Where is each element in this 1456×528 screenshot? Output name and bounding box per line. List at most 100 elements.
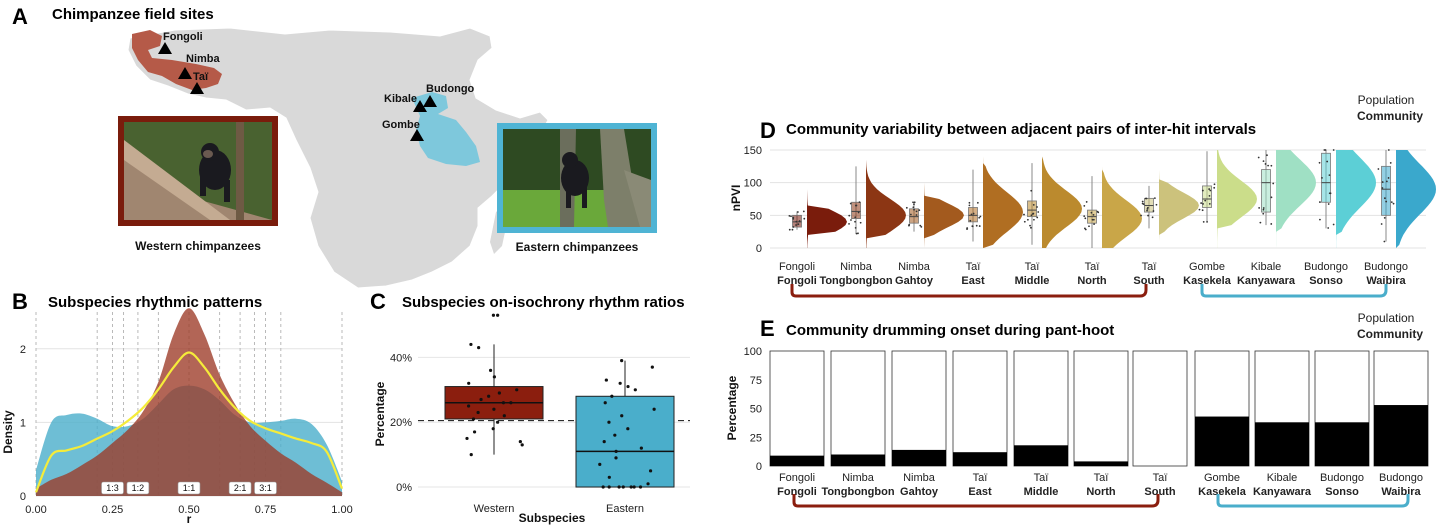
panel-d-point bbox=[1155, 203, 1158, 206]
panel-d-point bbox=[913, 203, 915, 206]
panel-d-point bbox=[1026, 218, 1029, 221]
panel-d-point bbox=[1141, 200, 1144, 203]
site-label-kibale: Kibale bbox=[384, 93, 417, 105]
panel-c-point bbox=[496, 420, 500, 424]
panel-c-point bbox=[603, 401, 607, 405]
panel-d-point bbox=[854, 226, 857, 229]
panel-c-point bbox=[614, 456, 618, 460]
panel-d-cloud-waibira bbox=[1396, 150, 1436, 248]
panel-d-point bbox=[1033, 218, 1035, 221]
east-region bbox=[412, 92, 480, 166]
panel-d-cloud-gahtoy bbox=[924, 150, 964, 248]
panel-d-point bbox=[855, 232, 858, 235]
panel-c-y-label: Percentage bbox=[373, 381, 387, 446]
panel-d-point bbox=[1387, 177, 1390, 179]
panel-b-letter: B bbox=[12, 289, 28, 314]
panel-d-point bbox=[913, 208, 915, 211]
site-marker-kibale bbox=[413, 100, 427, 112]
panel-d-box-east bbox=[968, 207, 978, 223]
panel-d-point bbox=[1023, 213, 1025, 216]
panel-c-y-tick: 0% bbox=[396, 482, 412, 494]
panel-c-point bbox=[598, 462, 602, 466]
panel-c-point bbox=[610, 394, 614, 398]
panel-c-point bbox=[638, 485, 643, 489]
panel-d-point bbox=[790, 215, 792, 218]
panel-c-point bbox=[621, 485, 625, 489]
panel-d-point bbox=[1318, 161, 1321, 164]
panel-d-eastern-bracket bbox=[1200, 284, 1388, 298]
panel-d-point bbox=[788, 228, 791, 231]
panel-e-bar-fongoli bbox=[770, 455, 824, 466]
panel-c-title: Subspecies on-isochrony rhythm ratios bbox=[402, 294, 685, 311]
panel-d-point bbox=[855, 204, 858, 207]
panel-c-point bbox=[650, 365, 654, 369]
panel-e-population-label: Gombe bbox=[1204, 472, 1240, 484]
panel-d-point bbox=[1270, 196, 1273, 199]
panel-b-ratio-label: 1:3 bbox=[106, 483, 119, 493]
panel-d-population-label: Budongo bbox=[1304, 261, 1348, 273]
panel-b-y-ticks: 0 1 2 bbox=[20, 344, 26, 503]
panel-d-y-tick: 150 bbox=[744, 145, 762, 157]
panel-b-ratio-box bbox=[177, 481, 201, 495]
panel-c-point bbox=[492, 375, 496, 379]
panel-d-point bbox=[1264, 163, 1267, 165]
panel-d-y-tick: 0 bbox=[756, 243, 762, 255]
panel-d-point bbox=[1083, 215, 1086, 218]
panel-c-point bbox=[488, 368, 493, 372]
panel-c-point bbox=[626, 427, 630, 431]
panel-c-point bbox=[491, 427, 495, 431]
panel-d-point bbox=[1140, 214, 1142, 217]
panel-b-y-tick: 1 bbox=[20, 417, 26, 429]
panel-d-point bbox=[1085, 201, 1088, 203]
panel-d-point bbox=[1030, 214, 1033, 217]
panel-e-western-bracket bbox=[792, 494, 1160, 508]
panel-e-community-label: Middle bbox=[1024, 486, 1059, 498]
panel-e-bar-middle bbox=[1014, 445, 1068, 466]
panel-c-point bbox=[617, 485, 621, 489]
panel-d-point bbox=[792, 226, 795, 228]
panel-d-point bbox=[1084, 217, 1087, 220]
panel-d-point bbox=[1146, 206, 1149, 209]
panel-d-point bbox=[802, 210, 805, 213]
panel-c-point bbox=[639, 446, 643, 450]
panel-d-grid bbox=[770, 149, 1426, 249]
panel-e-bar-tongbongbon bbox=[831, 454, 885, 466]
panel-d-western-bracket bbox=[790, 284, 1148, 298]
panel-d-point bbox=[848, 214, 851, 217]
site-marker-tai bbox=[190, 82, 204, 94]
panel-d-point bbox=[792, 216, 795, 219]
panel-b-ratio-label: 1:2 bbox=[132, 483, 145, 493]
panel-d-point bbox=[1328, 174, 1331, 177]
panel-e-bar-kanyawara bbox=[1255, 422, 1309, 466]
panel-c-point bbox=[604, 378, 608, 382]
panel-d-box-tongbongbon bbox=[851, 201, 861, 219]
panel-d-community-label: Sonso bbox=[1309, 275, 1343, 287]
panel-d-community-label: South bbox=[1133, 275, 1164, 287]
panel-c-point bbox=[509, 401, 513, 405]
site-label-budongo: Budongo bbox=[426, 83, 475, 95]
panel-c-point bbox=[618, 381, 622, 385]
panel-d-point bbox=[1383, 240, 1386, 243]
panel-d-point bbox=[1198, 208, 1201, 211]
panel-d-x-ticks: Fongoli Fongoli Nimba Tongbongbon Nimba Gahto… bbox=[777, 261, 1408, 298]
panel-c-point bbox=[487, 394, 491, 398]
panel-e-y-tick: 50 bbox=[750, 404, 762, 416]
panel-d-point bbox=[1262, 212, 1265, 215]
panel-d-point bbox=[1036, 216, 1039, 219]
panel-b-y-tick: 2 bbox=[20, 344, 26, 356]
panel-c-point bbox=[472, 430, 477, 434]
panel-e-community-label: Kanyawara bbox=[1253, 486, 1312, 498]
panel-c-y-tick: 40% bbox=[390, 352, 412, 364]
panel-d-point bbox=[1381, 181, 1384, 183]
panel-d-point bbox=[1084, 228, 1087, 231]
panel-d-point bbox=[1389, 162, 1392, 164]
panel-b-ratio-labels: 1:3 1:2 1:1 2:1 3:1 bbox=[101, 481, 277, 495]
panel-d-point bbox=[1262, 208, 1265, 211]
panel-c-x-tick: Western bbox=[474, 503, 515, 515]
panel-d-cloud-tongbongbon bbox=[866, 150, 906, 248]
panel-d-point bbox=[858, 201, 861, 204]
panel-e: E Community drumming onset during pant-h… bbox=[725, 311, 1429, 508]
panel-d-point bbox=[1327, 203, 1330, 205]
panel-e-legend-population: Population bbox=[1358, 311, 1415, 325]
panel-d-point bbox=[1270, 164, 1273, 167]
